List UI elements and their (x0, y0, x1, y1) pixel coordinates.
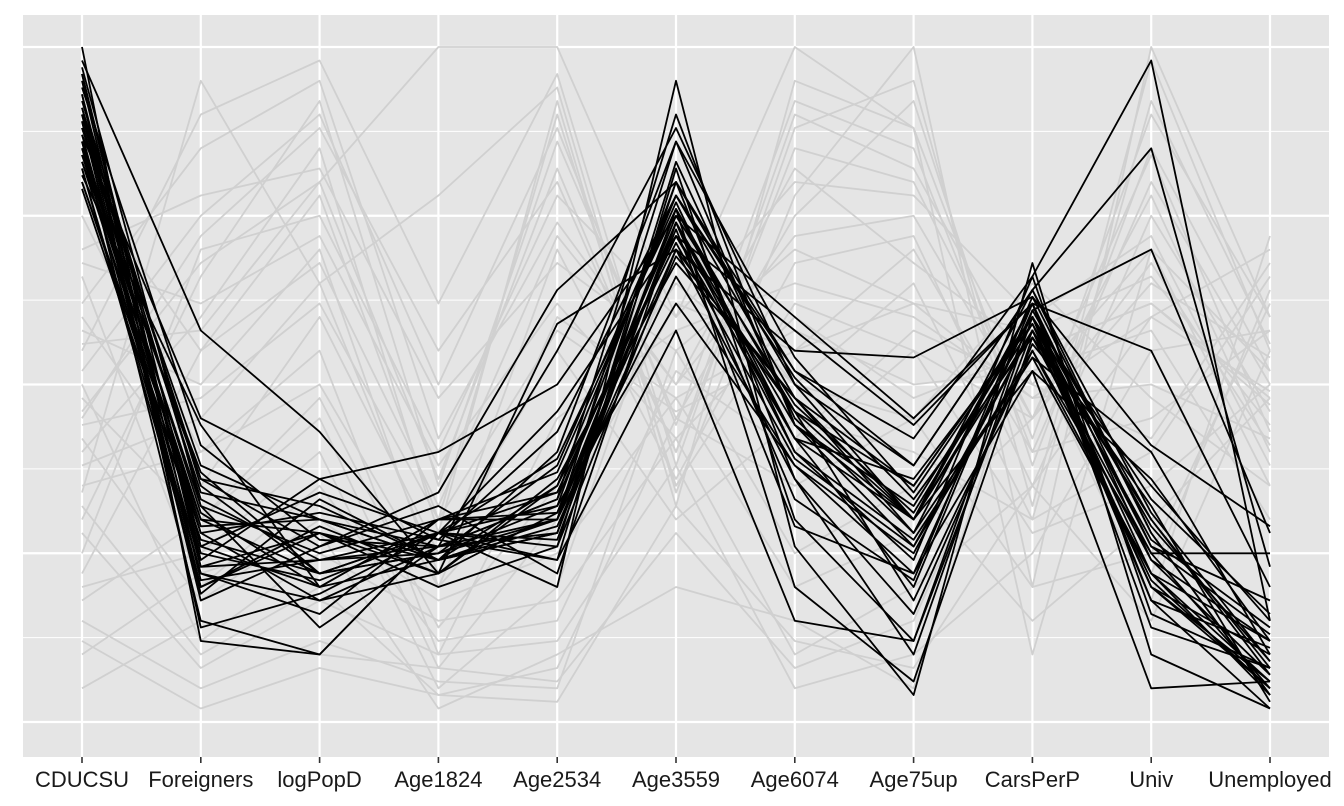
x-tick-label-logpopd: logPopD (277, 767, 361, 792)
highlight-series-line-49 (81, 46, 1271, 710)
highlight-series-line-67 (81, 141, 1271, 662)
highlight-series-line-62 (81, 87, 1271, 696)
highlight-series-line-50 (81, 60, 1271, 575)
highlight-series-line-56 (81, 140, 1271, 690)
highlight-series-line-66 (81, 114, 1271, 689)
context-series-line-21 (81, 235, 1271, 467)
highlight-series-line-61 (81, 121, 1271, 615)
x-tick-label-age1824: Age1824 (394, 767, 482, 792)
highlight-lines (81, 46, 1271, 710)
context-series-line-23 (81, 214, 1271, 574)
context-series-line-26 (81, 46, 1271, 656)
x-axis-labels: CDUCSU Foreigners logPopD Age1824 Age2534 Age… (35, 767, 1332, 792)
context-series-line-13 (81, 303, 1271, 696)
context-series-line-16 (81, 329, 1271, 690)
highlight-series-line-45 (81, 80, 1271, 689)
x-tick-label-foreigners: Foreigners (148, 767, 253, 792)
highlight-series-line-60 (81, 148, 1271, 683)
highlight-series-line-54 (81, 141, 1271, 656)
highlight-series-line-63 (81, 181, 1271, 642)
highlight-series-line-38 (81, 94, 1271, 683)
x-tick-label-cducsu: CDUCSU (35, 767, 129, 792)
context-series-line-30 (81, 350, 1271, 710)
x-tick-label-univ: Univ (1129, 767, 1173, 792)
context-series-line-22 (81, 100, 1271, 453)
context-series-line-0 (81, 113, 1271, 521)
x-tick-label-age75up: Age75up (870, 767, 958, 792)
highlight-series-line-53 (81, 127, 1271, 602)
x-tick-label-age2534: Age2534 (513, 767, 601, 792)
context-series-line-24 (81, 215, 1271, 588)
x-tick-label-age6074: Age6074 (751, 767, 839, 792)
highlight-series-line-65 (81, 160, 1271, 636)
x-tick-label-unemployed: Unemployed (1208, 767, 1332, 792)
x-axis-ticks (81, 757, 1271, 763)
context-series-line-14 (81, 349, 1271, 690)
x-tick-label-carsperp: CarsPerP (985, 767, 1080, 792)
x-tick-label-age3559: Age3559 (632, 767, 720, 792)
context-series-line-29 (81, 147, 1271, 480)
